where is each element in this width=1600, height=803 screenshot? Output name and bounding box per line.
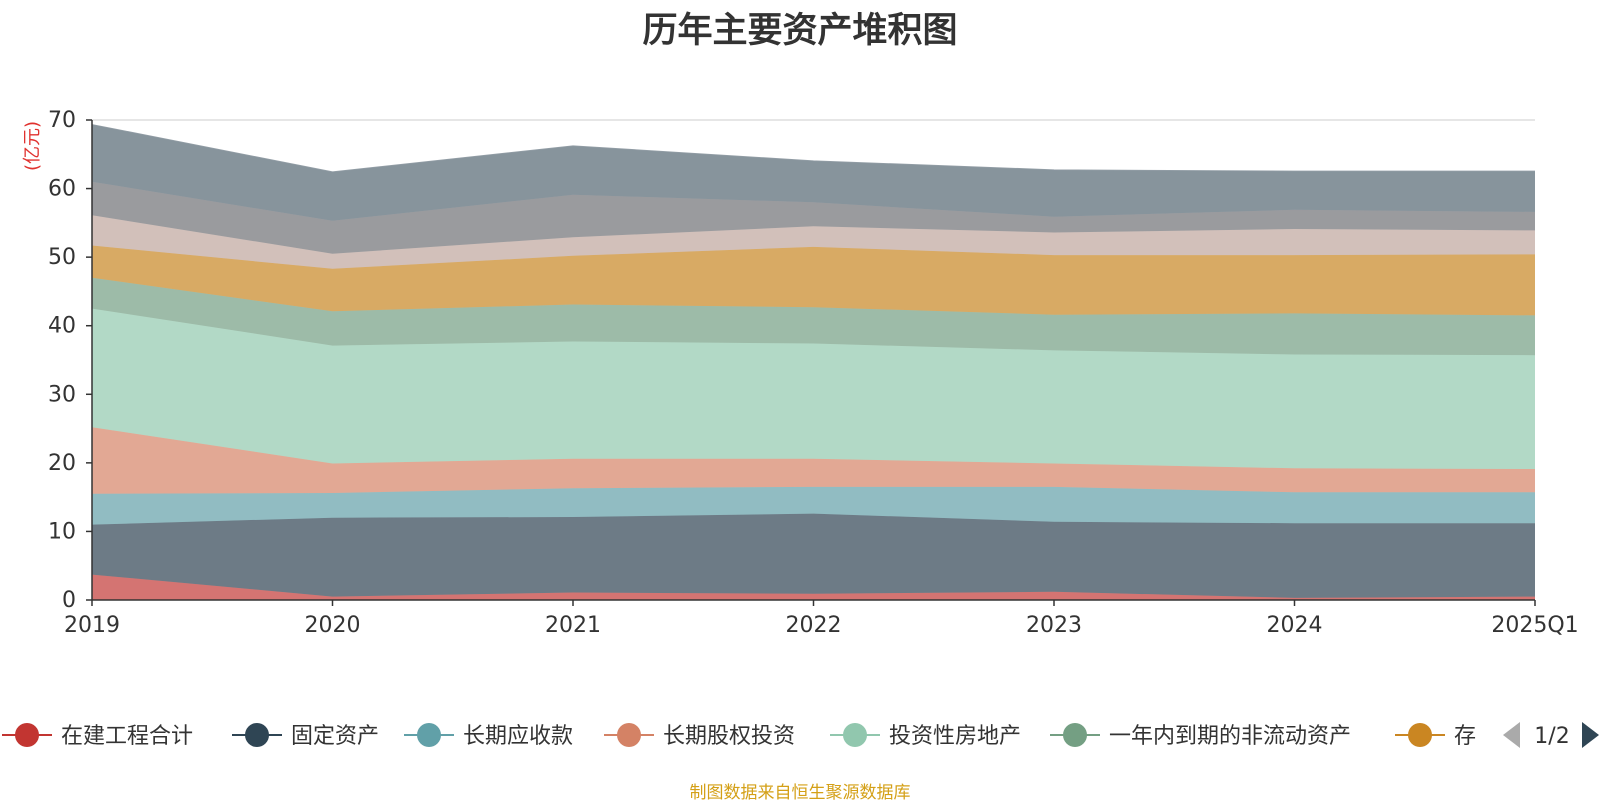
legend-marker xyxy=(417,723,441,747)
legend-pager[interactable]: 1/2 xyxy=(1503,722,1599,749)
legend-item-4[interactable]: 长期股权投资 xyxy=(604,723,795,749)
y-axis-label: (亿元) xyxy=(22,121,43,171)
y-tick-label: 10 xyxy=(48,519,76,544)
legend-label: 在建工程合计 xyxy=(61,724,193,749)
y-tick-label: 70 xyxy=(48,108,76,133)
x-tick-label: 2024 xyxy=(1267,613,1323,638)
x-tick-label: 2023 xyxy=(1026,613,1082,638)
area-series-8 xyxy=(92,215,1535,269)
legend-label: 一年内到期的非流动资产 xyxy=(1109,724,1351,749)
legend-marker xyxy=(15,723,39,747)
area-series-5 xyxy=(92,308,1535,469)
legend-marker xyxy=(1063,723,1087,747)
legend-layer: 在建工程合计 固定资产 长期应收款 长期股权投资 投资性房地产 一年内到期的非流动资产 存 1… xyxy=(2,722,1599,749)
area-series-10 xyxy=(92,124,1535,221)
legend-marker xyxy=(1408,723,1432,747)
y-tick-label: 50 xyxy=(48,245,76,270)
area-layer xyxy=(91,124,1536,600)
legend-item-1[interactable]: 在建工程合计 xyxy=(2,723,193,749)
x-tick-label: 2020 xyxy=(305,613,361,638)
x-tick-label: 2019 xyxy=(64,613,120,638)
legend-next-icon[interactable] xyxy=(1582,722,1599,748)
legend-item-7[interactable]: 存 xyxy=(1395,723,1476,749)
legend-item-6[interactable]: 一年内到期的非流动资产 xyxy=(1050,723,1351,749)
area-series-4 xyxy=(92,427,1535,494)
legend-item-2[interactable]: 固定资产 xyxy=(232,723,379,749)
x-tick-label: 2025Q1 xyxy=(1491,613,1578,638)
y-tick-label: 30 xyxy=(48,382,76,407)
legend-marker xyxy=(245,723,269,747)
legend-label: 投资性房地产 xyxy=(889,724,1021,749)
legend-marker xyxy=(843,723,867,747)
legend-marker xyxy=(617,723,641,747)
y-tick-label: 60 xyxy=(48,177,76,202)
legend-item-5[interactable]: 投资性房地产 xyxy=(830,723,1021,749)
y-tick-label: 40 xyxy=(48,314,76,339)
area-series-9 xyxy=(92,181,1535,254)
legend-prev-icon[interactable] xyxy=(1503,722,1520,748)
legend-label: 存 xyxy=(1454,724,1476,749)
area-edge-10 xyxy=(91,124,1535,173)
x-tick-label: 2021 xyxy=(545,613,601,638)
source-note: 制图数据来自恒生聚源数据库 xyxy=(689,783,911,803)
axis-layer: 0 10 20 30 40 50 60 70 2019 2020 2021 2022 2023 2024 2… xyxy=(22,108,1579,638)
legend-label: 长期应收款 xyxy=(463,724,573,749)
legend-label: 固定资产 xyxy=(291,724,379,749)
area-series-3 xyxy=(92,486,1535,525)
chart-title: 历年主要资产堆积图 xyxy=(642,11,958,51)
y-tick-label: 0 xyxy=(62,588,76,613)
area-series-2 xyxy=(92,513,1535,598)
legend-item-3[interactable]: 长期应收款 xyxy=(404,723,573,749)
x-tick-label: 2022 xyxy=(786,613,842,638)
y-tick-label: 20 xyxy=(48,451,76,476)
legend-label: 长期股权投资 xyxy=(663,724,795,749)
area-series-6 xyxy=(92,277,1535,356)
legend-page-indicator: 1/2 xyxy=(1534,724,1569,749)
